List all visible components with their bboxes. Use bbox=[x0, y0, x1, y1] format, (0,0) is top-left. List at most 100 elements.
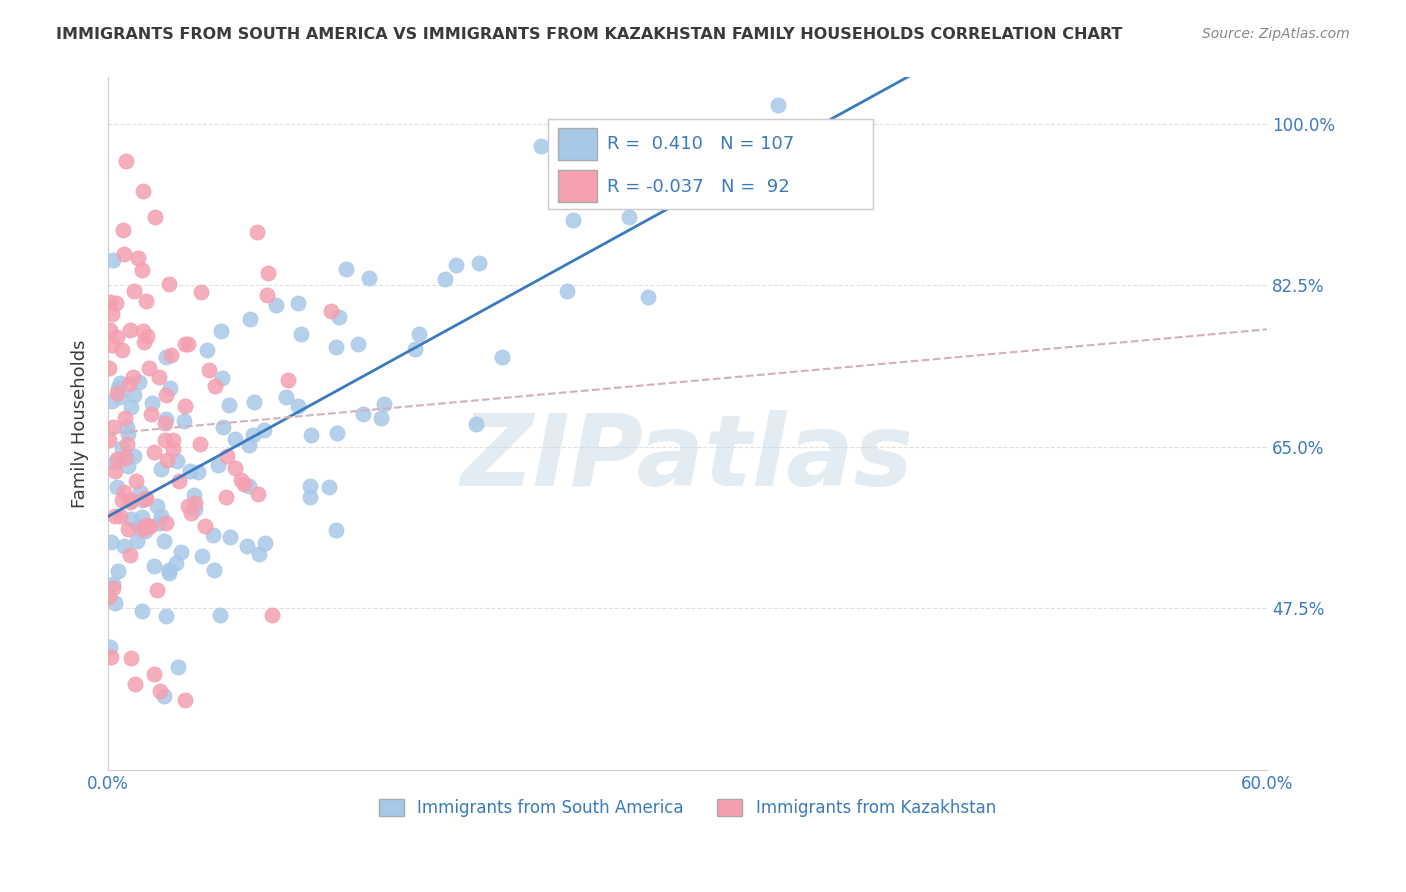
Point bbox=[157, 566, 180, 581]
Point bbox=[180, 506, 202, 520]
Point bbox=[138, 519, 160, 533]
Point bbox=[184, 495, 207, 509]
Point bbox=[229, 473, 252, 487]
Point bbox=[215, 450, 238, 464]
Point bbox=[235, 540, 257, 554]
Point bbox=[141, 396, 163, 410]
Point bbox=[155, 453, 177, 467]
Point bbox=[209, 324, 232, 338]
Point bbox=[491, 350, 513, 364]
Point bbox=[188, 437, 211, 451]
Point bbox=[146, 499, 169, 513]
Point bbox=[562, 212, 585, 227]
Point bbox=[238, 478, 260, 492]
Point bbox=[173, 414, 195, 428]
Point bbox=[159, 381, 181, 395]
Point bbox=[136, 520, 159, 534]
Point bbox=[637, 290, 659, 304]
Point bbox=[122, 449, 145, 463]
Point bbox=[155, 416, 177, 430]
Point bbox=[117, 522, 139, 536]
Point bbox=[132, 335, 155, 350]
Point bbox=[157, 277, 180, 292]
Point bbox=[202, 528, 225, 542]
Point bbox=[299, 479, 322, 493]
Point bbox=[120, 651, 142, 665]
Point bbox=[239, 312, 262, 326]
Point bbox=[125, 533, 148, 548]
Point bbox=[131, 604, 153, 618]
Point bbox=[212, 420, 235, 434]
Point bbox=[127, 251, 149, 265]
Point bbox=[107, 451, 129, 466]
Point bbox=[138, 360, 160, 375]
Point bbox=[107, 564, 129, 578]
Point bbox=[766, 98, 789, 112]
Point bbox=[122, 285, 145, 299]
Point bbox=[202, 563, 225, 577]
Point bbox=[104, 508, 127, 523]
Point bbox=[134, 524, 156, 538]
Point bbox=[167, 475, 190, 489]
Point bbox=[287, 295, 309, 310]
Point bbox=[112, 484, 135, 499]
Point bbox=[143, 210, 166, 224]
Point bbox=[101, 253, 124, 268]
Point bbox=[183, 488, 205, 502]
Point bbox=[128, 485, 150, 500]
Point bbox=[124, 676, 146, 690]
Point bbox=[155, 412, 177, 426]
Point bbox=[112, 223, 135, 237]
Point bbox=[118, 377, 141, 392]
Point bbox=[132, 522, 155, 536]
Point bbox=[246, 226, 269, 240]
Point bbox=[347, 337, 370, 351]
Point bbox=[253, 536, 276, 550]
Point bbox=[155, 516, 177, 530]
Point bbox=[101, 394, 124, 409]
Point bbox=[105, 330, 128, 344]
Point bbox=[104, 596, 127, 610]
Point bbox=[121, 492, 143, 507]
Point bbox=[233, 477, 256, 491]
Point bbox=[148, 369, 170, 384]
Point bbox=[114, 450, 136, 464]
Point bbox=[100, 535, 122, 549]
Point bbox=[408, 327, 430, 342]
Point bbox=[104, 455, 127, 469]
Point bbox=[290, 326, 312, 341]
Point bbox=[359, 270, 381, 285]
Point bbox=[115, 437, 138, 451]
Point bbox=[352, 408, 374, 422]
Point bbox=[373, 397, 395, 411]
Point bbox=[165, 557, 187, 571]
Point bbox=[103, 464, 125, 478]
Point bbox=[134, 491, 156, 506]
Point bbox=[105, 480, 128, 494]
Point bbox=[264, 298, 287, 312]
Point bbox=[101, 307, 124, 321]
Point bbox=[135, 293, 157, 308]
Point bbox=[148, 516, 170, 530]
Point bbox=[105, 386, 128, 401]
Point bbox=[218, 398, 240, 412]
Point bbox=[120, 549, 142, 563]
Point bbox=[98, 640, 121, 654]
Point bbox=[125, 475, 148, 489]
Point bbox=[135, 518, 157, 533]
Y-axis label: Family Households: Family Households bbox=[72, 340, 89, 508]
Point bbox=[142, 445, 165, 459]
Point bbox=[98, 360, 121, 375]
Point bbox=[131, 492, 153, 507]
Point bbox=[468, 256, 491, 270]
Point bbox=[246, 486, 269, 500]
Point bbox=[162, 433, 184, 447]
Point bbox=[187, 465, 209, 479]
Point bbox=[132, 185, 155, 199]
Point bbox=[111, 492, 134, 507]
Point bbox=[184, 501, 207, 516]
Point bbox=[162, 442, 184, 456]
Point bbox=[97, 590, 120, 604]
Point bbox=[238, 438, 260, 452]
Point bbox=[169, 545, 191, 559]
